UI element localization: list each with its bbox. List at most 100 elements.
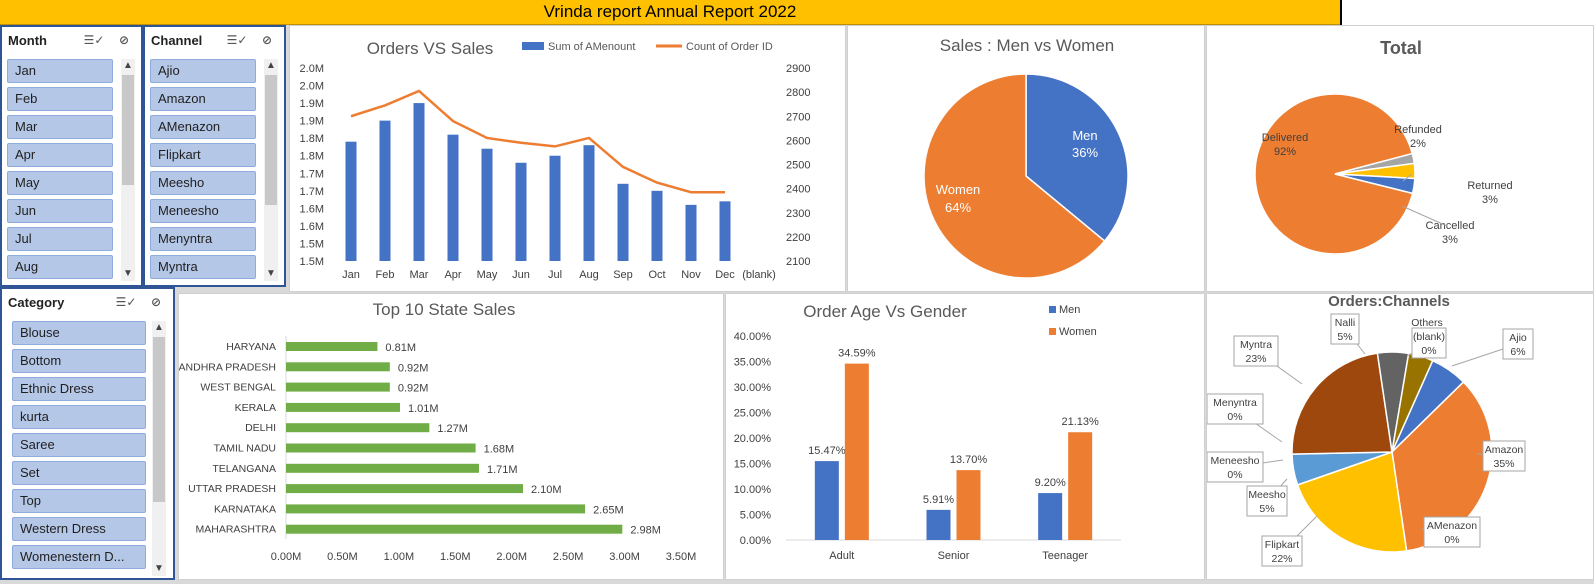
y-tick: 20.00% bbox=[734, 433, 772, 445]
slicer-item-channel[interactable]: Meneesho bbox=[150, 199, 256, 223]
slicer-item-month[interactable]: May bbox=[7, 171, 113, 195]
bar-state bbox=[286, 423, 430, 433]
scroll-thumb[interactable] bbox=[265, 75, 277, 205]
category-slicer-items: Blouse Bottom Ethnic Dress kurta Saree Set Top… bbox=[12, 321, 146, 573]
slicer-item-channel[interactable]: Ajio bbox=[150, 59, 256, 83]
scroll-thumb[interactable] bbox=[153, 337, 165, 502]
clear-filter-icon[interactable]: ⊘ bbox=[150, 295, 162, 309]
orders-vs-sales-chart: Orders VS Sales Sum of AMenount Count of O… bbox=[300, 39, 811, 281]
slicer-item-category[interactable]: Saree bbox=[12, 433, 146, 457]
x-tick: Adult bbox=[829, 550, 854, 562]
clear-filter-icon[interactable]: ⊘ bbox=[261, 33, 273, 47]
slicer-item-month[interactable]: Jan bbox=[7, 59, 113, 83]
clear-filter-icon[interactable]: ⊘ bbox=[118, 33, 130, 47]
callout-box bbox=[1502, 328, 1534, 360]
bar-sales bbox=[651, 190, 663, 261]
slicer-item-channel[interactable]: Meesho bbox=[150, 171, 256, 195]
slicer-item-channel[interactable]: Menyntra bbox=[150, 227, 256, 251]
slicer-item-channel[interactable]: AMenazon bbox=[150, 115, 256, 139]
bar-women bbox=[956, 470, 981, 540]
channel-slicer-title: Channel bbox=[151, 32, 203, 48]
y-tick: 0.00% bbox=[740, 535, 771, 547]
data-label: Delivered bbox=[1262, 132, 1308, 144]
data-label: 2% bbox=[1410, 138, 1426, 150]
channel-slicer[interactable]: Channel ☰✓ ⊘ Ajio Amazon AMenazon Flipkart M… bbox=[143, 25, 286, 287]
y-tick-left: 1.7M bbox=[300, 186, 324, 198]
report-title-bar: Vrinda report Annual Report 2022 bbox=[0, 0, 1340, 25]
month-slicer-title: Month bbox=[8, 32, 47, 48]
slicer-item-month[interactable]: Apr bbox=[7, 143, 113, 167]
multi-select-icon[interactable]: ☰✓ bbox=[226, 33, 248, 47]
legend-label: Men bbox=[1059, 304, 1080, 316]
month-slicer-header: Month ☰✓ ⊘ bbox=[2, 27, 141, 53]
y-tick-left: 1.8M bbox=[300, 133, 324, 145]
channel-scrollbar[interactable]: ▲ ▼ bbox=[264, 59, 278, 281]
line-orders bbox=[350, 89, 725, 194]
bar-sales bbox=[481, 148, 493, 261]
y-tick-left: 1.9M bbox=[300, 116, 324, 128]
slicer-item-category[interactable]: kurta bbox=[12, 405, 146, 429]
slicer-item-category[interactable]: Set bbox=[12, 461, 146, 485]
month-slicer-items: Jan Feb Mar Apr May Jun Jul Aug bbox=[7, 59, 113, 283]
slicer-item-month[interactable]: Jul bbox=[7, 227, 113, 251]
multi-select-icon[interactable]: ☰✓ bbox=[115, 295, 137, 309]
slicer-item-month[interactable]: Aug bbox=[7, 255, 113, 279]
multi-select-icon[interactable]: ☰✓ bbox=[83, 33, 105, 47]
total-status-panel: Total Delivered 92% Refunded 2% Returned 3% Can… bbox=[1206, 25, 1594, 292]
y-tick-left: 1.6M bbox=[300, 203, 324, 215]
bar-men bbox=[814, 461, 839, 540]
y-tick: 15.00% bbox=[734, 459, 772, 471]
data-label: (blank) bbox=[1413, 331, 1445, 343]
data-label: Meesho bbox=[1248, 489, 1286, 501]
x-tick: Nov bbox=[681, 269, 701, 281]
scroll-up-icon[interactable]: ▲ bbox=[154, 322, 164, 333]
slicer-item-channel[interactable]: Amazon bbox=[150, 87, 256, 111]
slicer-item-month[interactable]: Jun bbox=[7, 199, 113, 223]
legend-swatch-men bbox=[1049, 306, 1056, 313]
slicer-item-category[interactable]: Bottom bbox=[12, 349, 146, 373]
slicer-item-category[interactable]: Ethnic Dress bbox=[12, 377, 146, 401]
x-tick: Dec bbox=[715, 269, 735, 281]
scroll-down-icon[interactable]: ▼ bbox=[123, 268, 133, 279]
slicer-item-channel[interactable]: Myntra bbox=[150, 255, 256, 279]
data-label: Ajio bbox=[1509, 332, 1527, 344]
slicer-item-category[interactable]: Blouse bbox=[12, 321, 146, 345]
x-tick: Jul bbox=[548, 269, 562, 281]
status-pie-slice bbox=[1334, 173, 1416, 195]
slicer-item-channel[interactable]: Flipkart bbox=[150, 143, 256, 167]
scroll-down-icon[interactable]: ▼ bbox=[154, 563, 164, 574]
data-label: Others bbox=[1411, 317, 1443, 329]
scroll-down-icon[interactable]: ▼ bbox=[266, 268, 276, 279]
slicer-item-category[interactable]: Womenestern D... bbox=[12, 545, 146, 569]
bar-state bbox=[286, 342, 378, 351]
y-tick: KARNATAKA bbox=[214, 503, 276, 515]
callout-box bbox=[1330, 313, 1360, 345]
scroll-up-icon[interactable]: ▲ bbox=[123, 60, 133, 71]
data-label: 3% bbox=[1442, 234, 1458, 246]
slicer-item-category[interactable]: Western Dress bbox=[12, 517, 146, 541]
bar-sales bbox=[379, 120, 391, 262]
slicer-item-month[interactable]: Mar bbox=[7, 115, 113, 139]
slicer-item-category[interactable]: Top bbox=[12, 489, 146, 513]
callout-box bbox=[1261, 535, 1303, 567]
x-tick: Teenager bbox=[1042, 550, 1088, 562]
x-tick: 3.00M bbox=[609, 551, 640, 563]
category-slicer[interactable]: Category ☰✓ ⊘ Blouse Bottom Ethnic Dress ku… bbox=[0, 287, 175, 580]
category-scrollbar[interactable]: ▲ ▼ bbox=[152, 321, 166, 576]
scroll-thumb[interactable] bbox=[122, 75, 134, 185]
month-scrollbar[interactable]: ▲ ▼ bbox=[121, 59, 135, 281]
y-tick-left: 1.9M bbox=[300, 98, 324, 110]
y-tick-right: 2200 bbox=[786, 232, 810, 244]
month-slicer[interactable]: Month ☰✓ ⊘ Jan Feb Mar Apr May Jun Jul Aug ▲ ▼ bbox=[0, 25, 143, 287]
data-label: Nalli bbox=[1335, 317, 1355, 329]
scroll-up-icon[interactable]: ▲ bbox=[266, 60, 276, 71]
orders-vs-sales-panel: Orders VS Sales Sum of AMenount Count of O… bbox=[289, 25, 846, 292]
legend-label: Sum of AMenount bbox=[548, 41, 635, 53]
x-tick: 0.00M bbox=[271, 551, 302, 563]
y-tick: KERALA bbox=[235, 402, 276, 414]
bar-sales bbox=[413, 103, 425, 261]
slicer-item-month[interactable]: Feb bbox=[7, 87, 113, 111]
x-tick: 3.50M bbox=[666, 551, 697, 563]
x-tick: 2.50M bbox=[553, 551, 584, 563]
top-states-chart: Top 10 State Sales HARYANA 0.81M ANDHRA PRA… bbox=[179, 300, 697, 563]
